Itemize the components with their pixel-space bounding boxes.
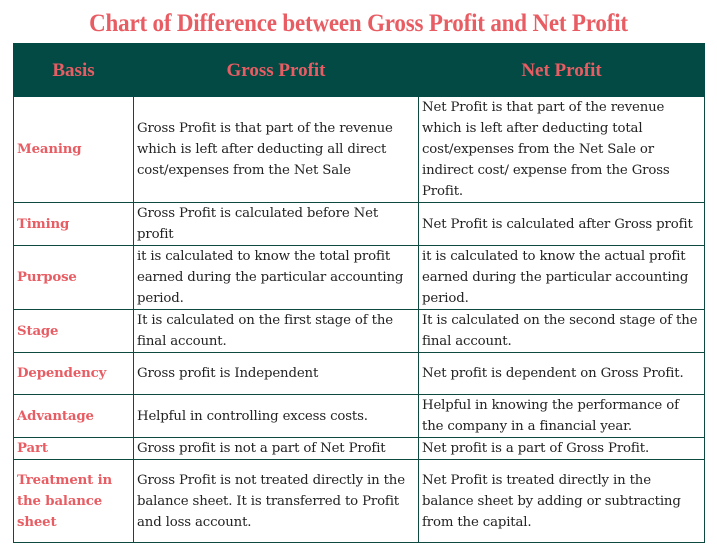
header-gross-profit: Gross Profit	[133, 43, 419, 97]
gross-profit-cell: Helpful in controlling excess costs.	[133, 394, 419, 438]
net-profit-cell: it is calculated to know the actual prof…	[418, 245, 705, 310]
basis-cell: Stage	[13, 309, 134, 353]
basis-cell: Timing	[13, 202, 134, 246]
table-row: Advantage Helpful in controlling excess …	[13, 394, 705, 438]
net-profit-cell: Helpful in knowing the performance of th…	[418, 394, 705, 438]
table-row: Treatment in the balance sheet Gross Pro…	[13, 459, 705, 543]
comparison-table: Basis Gross Profit Net Profit Meaning Gr…	[13, 43, 705, 543]
table-row: Dependency Gross profit is Independent N…	[13, 352, 705, 395]
gross-profit-cell: It is calculated on the first stage of t…	[133, 309, 419, 353]
table-row: Purpose it is calculated to know the tot…	[13, 245, 705, 310]
header-net-profit: Net Profit	[418, 43, 705, 97]
page-title: Chart of Difference between Gross Profit…	[89, 10, 628, 37]
table-row: Meaning Gross Profit is that part of the…	[13, 96, 705, 203]
gross-profit-cell: Gross Profit is calculated before Net pr…	[133, 202, 419, 246]
net-profit-cell: Net Profit is that part of the revenue w…	[418, 96, 705, 203]
gross-profit-cell: Gross Profit is that part of the revenue…	[133, 96, 419, 203]
table-row: Part Gross profit is not a part of Net P…	[13, 437, 705, 460]
basis-cell: Treatment in the balance sheet	[13, 459, 134, 543]
table-row: Stage It is calculated on the first stag…	[13, 309, 705, 353]
header-basis: Basis	[13, 43, 134, 97]
basis-cell: Meaning	[13, 96, 134, 203]
basis-cell: Advantage	[13, 394, 134, 438]
net-profit-cell: Net Profit is calculated after Gross pro…	[418, 202, 705, 246]
gross-profit-cell: it is calculated to know the total profi…	[133, 245, 419, 310]
table-header-row: Basis Gross Profit Net Profit	[13, 43, 705, 97]
net-profit-cell: Net profit is dependent on Gross Profit.	[418, 352, 705, 395]
net-profit-cell: Net profit is a part of Gross Profit.	[418, 437, 705, 460]
gross-profit-cell: Gross Profit is not treated directly in …	[133, 459, 419, 543]
table-row: Timing Gross Profit is calculated before…	[13, 202, 705, 246]
basis-cell: Dependency	[13, 352, 134, 395]
gross-profit-cell: Gross profit is Independent	[133, 352, 419, 395]
gross-profit-cell: Gross profit is not a part of Net Profit	[133, 437, 419, 460]
net-profit-cell: It is calculated on the second stage of …	[418, 309, 705, 353]
net-profit-cell: Net Profit is treated directly in the ba…	[418, 459, 705, 543]
basis-cell: Part	[13, 437, 134, 460]
basis-cell: Purpose	[13, 245, 134, 310]
